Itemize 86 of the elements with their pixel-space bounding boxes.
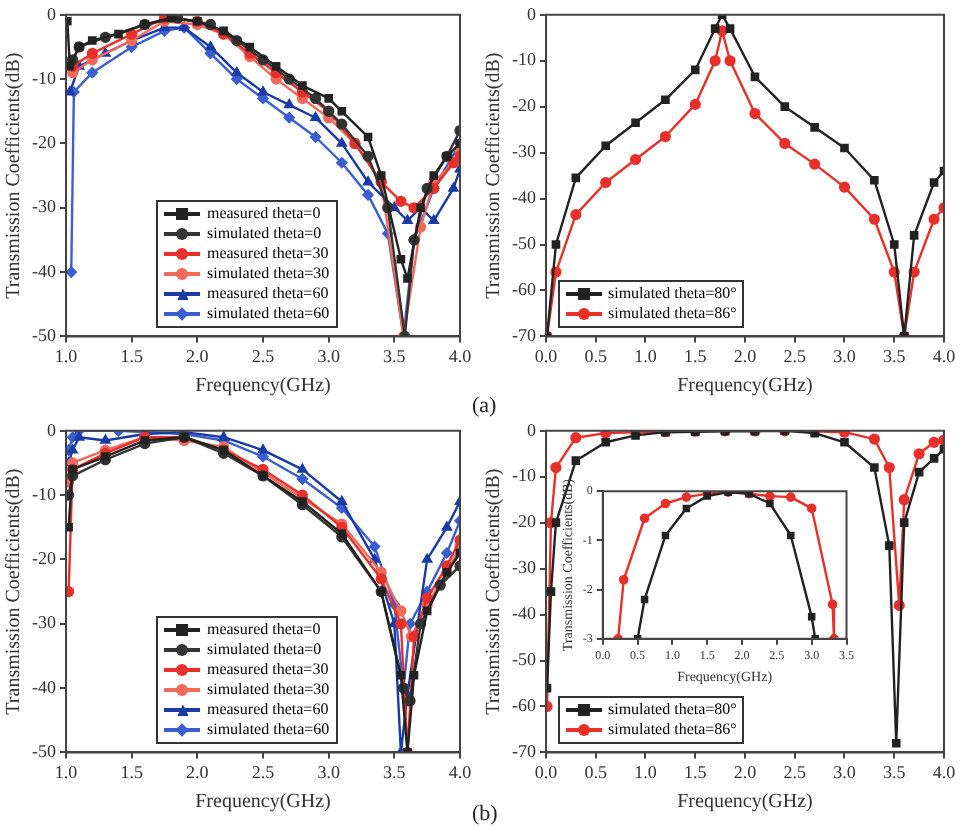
legend-label: simulated theta=0: [206, 224, 322, 245]
x-tick-label: 0.5: [584, 345, 608, 366]
x-tick-label: 2.0: [186, 761, 210, 782]
y-axis-title: Transmission Coefficients(dB): [483, 52, 506, 299]
x-tick-label: 2.0: [733, 761, 758, 782]
legend-label: simulated theta=86°: [607, 720, 737, 741]
x-tick-label: 3.5: [383, 345, 407, 366]
y-tick-label: -30: [31, 196, 57, 217]
x-tick-label: 3.0: [833, 761, 857, 782]
x-tick-label: 4.0: [932, 345, 957, 366]
x-tick-label: 1.0: [54, 761, 79, 782]
y-tick-label: -30: [31, 612, 57, 633]
text: (a): [472, 394, 497, 418]
legend-label: measured theta=30: [206, 244, 329, 265]
x-tick-label: 3.5: [883, 345, 907, 366]
x-tick-label: 1.5: [120, 345, 144, 366]
legend-label: simulated theta=60: [206, 720, 330, 741]
x-tick-label: 2.5: [783, 345, 807, 366]
y-tick-label: -40: [511, 603, 537, 624]
x-tick-label: 0.0: [534, 345, 559, 366]
x-tick-label: 3.0: [317, 345, 341, 366]
y-tick-label: -20: [31, 548, 57, 569]
y-tick-label: -40: [511, 187, 537, 208]
legend-label: simulated theta=60: [206, 304, 330, 325]
x-tick-label: 2.0: [186, 345, 210, 366]
y-tick-label: -50: [31, 325, 57, 346]
x-tick-label: 1.0: [634, 345, 658, 366]
y-tick-label: -20: [511, 95, 537, 116]
y-tick-label: -30: [511, 141, 537, 162]
y-tick-label: -40: [31, 676, 57, 697]
y-tick-label: -10: [31, 67, 57, 88]
legend-label: simulated theta=80°: [607, 284, 737, 305]
y-tick-label: -20: [511, 511, 537, 532]
x-tick-label: 2.5: [251, 761, 276, 782]
x-axis-title: Frequency(GHz): [195, 791, 331, 814]
y-tick-label: -60: [511, 279, 537, 300]
y-axis-title: Transmission Coefficients(dB): [3, 52, 26, 299]
y-tick-label: -50: [511, 649, 537, 670]
y-tick-label: -50: [31, 741, 57, 762]
legend-label: simulated theta=30: [206, 264, 330, 285]
y-axis-title: Transmission Coefficients(dB): [483, 468, 506, 715]
legend-label: simulated theta=30: [206, 680, 330, 701]
legend-label: simulated theta=80°: [607, 700, 737, 721]
x-tick-label: 3.0: [317, 761, 341, 782]
x-tick-label: 3.0: [833, 345, 857, 366]
y-tick-label: 0: [46, 3, 57, 24]
y-tick-label: -10: [31, 483, 57, 504]
y-tick-label: -50: [511, 233, 537, 254]
y-tick-label: -70: [511, 325, 537, 346]
y-tick-label: -10: [511, 49, 537, 70]
x-tick-label: 1.5: [120, 761, 144, 782]
y-axis-title: Transmission Coefficients(dB): [3, 468, 26, 715]
x-tick-label: 3.5: [383, 761, 407, 782]
legend-label: simulated theta=0: [206, 640, 322, 661]
x-tick-label: 2.5: [251, 345, 276, 366]
x-tick-label: 4.0: [448, 345, 473, 366]
x-tick-label: 3.5: [883, 761, 907, 782]
x-tick-label: 1.0: [634, 761, 658, 782]
text: (b): [472, 802, 498, 826]
x-tick-label: 2.5: [783, 761, 807, 782]
x-tick-label: 1.5: [684, 761, 708, 782]
y-tick-label: 0: [526, 3, 537, 24]
y-tick-label: -30: [511, 557, 537, 578]
x-tick-label: 0.5: [584, 761, 608, 782]
y-tick-label: -70: [511, 741, 537, 762]
legend-label: measured theta=60: [206, 700, 329, 721]
y-tick-label: 0: [526, 419, 537, 440]
legend-label: measured theta=60: [206, 284, 329, 305]
x-tick-label: 0.0: [534, 761, 559, 782]
x-tick-label: 1.0: [54, 345, 79, 366]
legend-label: measured theta=30: [206, 660, 329, 681]
y-tick-label: 0: [46, 419, 57, 440]
x-tick-label: 4.0: [932, 761, 957, 782]
y-tick-label: -60: [511, 695, 537, 716]
y-tick-label: -20: [31, 132, 57, 153]
x-tick-label: 2.0: [733, 345, 758, 366]
y-tick-label: -10: [511, 465, 537, 486]
x-axis-title: Frequency(GHz): [677, 791, 813, 814]
legend-label: measured theta=0: [206, 620, 321, 641]
x-axis-title: Frequency(GHz): [677, 375, 813, 398]
x-tick-label: 1.5: [684, 345, 708, 366]
y-tick-label: -40: [31, 260, 57, 281]
x-tick-label: 4.0: [448, 761, 473, 782]
x-axis-title: Frequency(GHz): [195, 375, 331, 398]
legend-label: simulated theta=86°: [607, 304, 737, 325]
legend-label: measured theta=0: [206, 204, 321, 225]
